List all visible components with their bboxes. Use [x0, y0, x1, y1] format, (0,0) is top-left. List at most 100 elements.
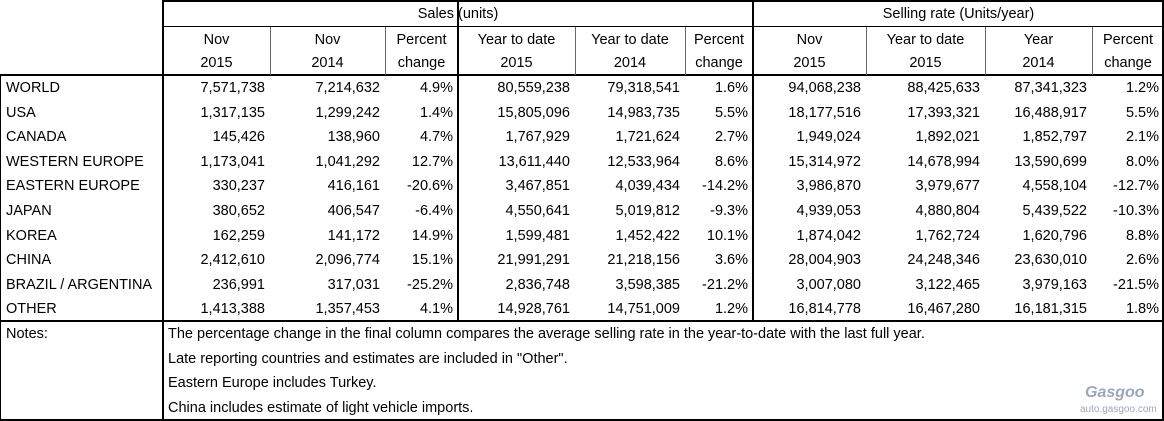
cell: 416,161 [327, 178, 380, 195]
cell: 162,259 [212, 227, 265, 244]
column-header: Percent [396, 32, 447, 48]
column-header: 2015 [793, 55, 826, 71]
row-label: OTHER [6, 301, 57, 318]
column-header: Nov [314, 32, 341, 48]
column-header: 2015 [909, 55, 942, 71]
cell: 7,214,632 [315, 80, 380, 96]
group-border [163, 26, 1164, 27]
top-border [163, 0, 1164, 2]
row-label: BRAZIL / ARGENTINA [6, 276, 153, 293]
row-label: WORLD [6, 80, 60, 96]
cell: 1.8% [1125, 301, 1159, 318]
cell: 4.9% [419, 80, 453, 96]
column-header: 2015 [200, 55, 233, 71]
cell: 8.0% [1125, 153, 1159, 170]
note: Late reporting countries and estimates a… [168, 350, 568, 367]
column-header: 2015 [500, 55, 533, 71]
row-label: EASTERN EUROPE [6, 178, 140, 195]
column-header: Percent [694, 32, 744, 48]
cell: 16,181,315 [1014, 301, 1087, 318]
cell: 1,762,724 [915, 227, 980, 244]
group-header: Selling rate (Units/year) [882, 6, 1035, 22]
cell: 4,558,104 [1022, 178, 1087, 195]
cell: 14,751,009 [607, 301, 680, 318]
cell: -21.5% [1113, 276, 1159, 293]
cell: 14,678,994 [907, 153, 980, 170]
cell: 1,767,929 [505, 129, 570, 146]
column-divider [270, 27, 271, 75]
cell: 15.1% [411, 252, 453, 269]
cell: 15,314,972 [788, 153, 861, 170]
left-border [0, 75, 1, 421]
note: China includes estimate of light vehicle… [168, 399, 474, 416]
column-header: change [695, 55, 743, 71]
cell: 14,983,735 [607, 104, 680, 121]
cell: 16,814,778 [788, 301, 861, 318]
cell: 8.6% [714, 153, 748, 170]
group-divider [752, 0, 754, 321]
cell: 5,439,522 [1022, 203, 1087, 219]
cell: 13,611,440 [498, 153, 571, 170]
column-divider [866, 27, 867, 75]
cell: 8.8% [1125, 227, 1159, 244]
cell: 16,467,280 [907, 301, 980, 318]
cell: 3,598,385 [615, 276, 680, 293]
cell: 10.1% [706, 227, 748, 244]
column-header: Nov [796, 32, 823, 48]
cell: 80,559,238 [497, 80, 570, 96]
cell: 94,068,238 [788, 80, 861, 96]
column-header: Year [1023, 32, 1054, 48]
row-label: JAPAN [6, 203, 52, 219]
cell: 2,412,610 [200, 252, 265, 269]
cell: 3,986,870 [796, 178, 861, 195]
cell: 18,177,516 [788, 104, 861, 121]
cell: 17,393,321 [907, 104, 980, 121]
cell: -12.7% [1113, 178, 1159, 195]
cell: 2,836,748 [505, 276, 570, 293]
column-divider [575, 27, 576, 75]
row-label: USA [6, 104, 36, 121]
column-header: Percent [1103, 32, 1153, 48]
cell: 4,550,641 [505, 203, 570, 219]
cell: 4,039,434 [615, 178, 680, 195]
cell: -14.2% [702, 178, 748, 195]
row-label: CANADA [6, 129, 67, 146]
cell: 23,630,010 [1014, 252, 1087, 269]
header-border [0, 74, 1164, 76]
group-header: Sales (units) [417, 6, 499, 22]
right-border [1162, 0, 1164, 421]
cell: 5.5% [1125, 104, 1159, 121]
cell: 1.2% [714, 301, 748, 318]
cell: 1,317,135 [200, 104, 265, 121]
column-header: 2014 [1022, 55, 1055, 71]
cell: -21.2% [702, 276, 748, 293]
cell: 145,426 [212, 129, 265, 146]
cell: 5,019,812 [615, 203, 680, 219]
cell: 14,928,761 [497, 301, 570, 318]
label-divider [162, 0, 164, 421]
note: Eastern Europe includes Turkey. [168, 375, 377, 391]
notes-label: Notes: [6, 326, 48, 342]
cell: 141,172 [327, 227, 380, 244]
cell: 1,721,624 [615, 129, 680, 146]
cell: 236,991 [212, 276, 265, 293]
cell: 87,341,323 [1014, 80, 1087, 96]
cell: 1,173,041 [200, 153, 265, 170]
cell: 28,004,903 [788, 252, 861, 269]
column-header: Year to date [886, 32, 965, 48]
cell: 2.1% [1125, 129, 1159, 146]
cell: 5.5% [714, 104, 748, 121]
column-divider [985, 27, 986, 75]
column-header: Nov [203, 32, 230, 48]
cell: 1,874,042 [796, 227, 861, 244]
cell: -9.3% [710, 203, 748, 219]
column-header: 2014 [613, 55, 647, 71]
cell: 7,571,738 [200, 80, 265, 96]
cell: 406,547 [327, 203, 380, 219]
cell: 3,122,465 [915, 276, 980, 293]
cell: 16,488,917 [1014, 104, 1087, 121]
column-header: change [397, 55, 446, 71]
cell: 21,218,156 [607, 252, 680, 269]
cell: 79,318,541 [607, 80, 680, 96]
cell: 1,599,481 [505, 227, 570, 244]
